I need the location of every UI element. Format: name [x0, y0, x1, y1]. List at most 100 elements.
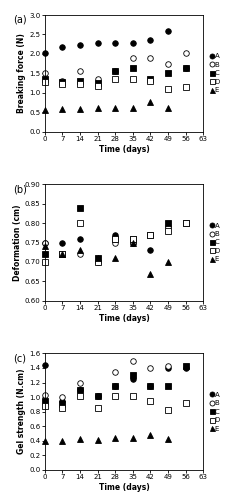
C: [184, 364, 187, 370]
C: [78, 78, 81, 84]
D: [43, 403, 46, 409]
B: [78, 251, 81, 257]
A: [43, 240, 46, 246]
C: [184, 220, 187, 226]
B: [167, 364, 170, 370]
A: [96, 40, 99, 46]
C: [78, 204, 81, 210]
B: [167, 224, 170, 230]
D: [149, 78, 152, 84]
B: [131, 55, 134, 61]
C: [184, 64, 187, 70]
C: [131, 64, 134, 70]
A: [184, 365, 187, 371]
E: [149, 100, 152, 105]
D: [78, 81, 81, 87]
D: [184, 84, 187, 90]
E: [114, 435, 117, 441]
Line: E: E: [42, 100, 171, 113]
Line: D: D: [42, 76, 188, 92]
A: [78, 236, 81, 242]
A: [114, 40, 117, 46]
A: [78, 42, 81, 48]
A: [149, 248, 152, 254]
B: [131, 358, 134, 364]
E: [78, 248, 81, 254]
A: [131, 40, 134, 46]
D: [149, 398, 152, 404]
C: [96, 80, 99, 86]
C: [131, 236, 134, 242]
A: [149, 38, 152, 44]
B: [149, 365, 152, 371]
C: [96, 255, 99, 261]
D: [184, 400, 187, 406]
Line: E: E: [42, 240, 171, 277]
C: [114, 236, 117, 242]
A: [78, 387, 81, 393]
A: [61, 44, 64, 50]
B: [96, 76, 99, 82]
C: [114, 68, 117, 74]
E: [61, 106, 64, 112]
A: [114, 383, 117, 389]
Line: C: C: [42, 64, 188, 86]
E: [131, 435, 134, 441]
Legend: A, B, C, D, E: A, B, C, D, E: [210, 391, 221, 432]
E: [96, 255, 99, 261]
D: [114, 392, 117, 398]
B: [78, 68, 81, 74]
Line: D: D: [42, 220, 188, 264]
B: [61, 394, 64, 400]
Line: C: C: [42, 204, 188, 261]
X-axis label: Time (days): Time (days): [99, 483, 149, 492]
B: [43, 240, 46, 246]
C: [43, 398, 46, 404]
A: [114, 232, 117, 237]
A: [167, 28, 170, 34]
C: [167, 220, 170, 226]
D: [43, 79, 46, 85]
B: [96, 259, 99, 265]
D: [61, 251, 64, 257]
C: [61, 402, 64, 407]
E: [43, 438, 46, 444]
C: [167, 70, 170, 76]
B: [61, 251, 64, 257]
Legend: A, B, C, D, E: A, B, C, D, E: [210, 222, 221, 263]
Line: B: B: [42, 50, 188, 84]
E: [131, 240, 134, 246]
D: [167, 228, 170, 234]
E: [167, 259, 170, 265]
B: [114, 68, 117, 74]
Y-axis label: Deformation (cm): Deformation (cm): [13, 204, 22, 281]
D: [78, 392, 81, 398]
E: [114, 104, 117, 110]
Y-axis label: Breaking force (N): Breaking force (N): [17, 34, 27, 114]
E: [96, 437, 99, 443]
A: [43, 362, 46, 368]
B: [184, 50, 187, 56]
A: [131, 240, 134, 246]
Line: C: C: [42, 364, 188, 407]
C: [149, 232, 152, 237]
B: [149, 232, 152, 237]
C: [61, 251, 64, 257]
C: [149, 76, 152, 82]
D: [131, 236, 134, 242]
E: [167, 436, 170, 442]
A: [96, 259, 99, 265]
X-axis label: Time (days): Time (days): [99, 144, 149, 154]
D: [167, 86, 170, 92]
D: [96, 259, 99, 265]
D: [114, 236, 117, 242]
A: [184, 64, 187, 70]
Line: B: B: [42, 358, 171, 400]
E: [78, 436, 81, 442]
B: [61, 78, 64, 84]
D: [96, 83, 99, 89]
D: [131, 392, 134, 398]
A: [61, 240, 64, 246]
C: [78, 387, 81, 393]
D: [43, 259, 46, 265]
